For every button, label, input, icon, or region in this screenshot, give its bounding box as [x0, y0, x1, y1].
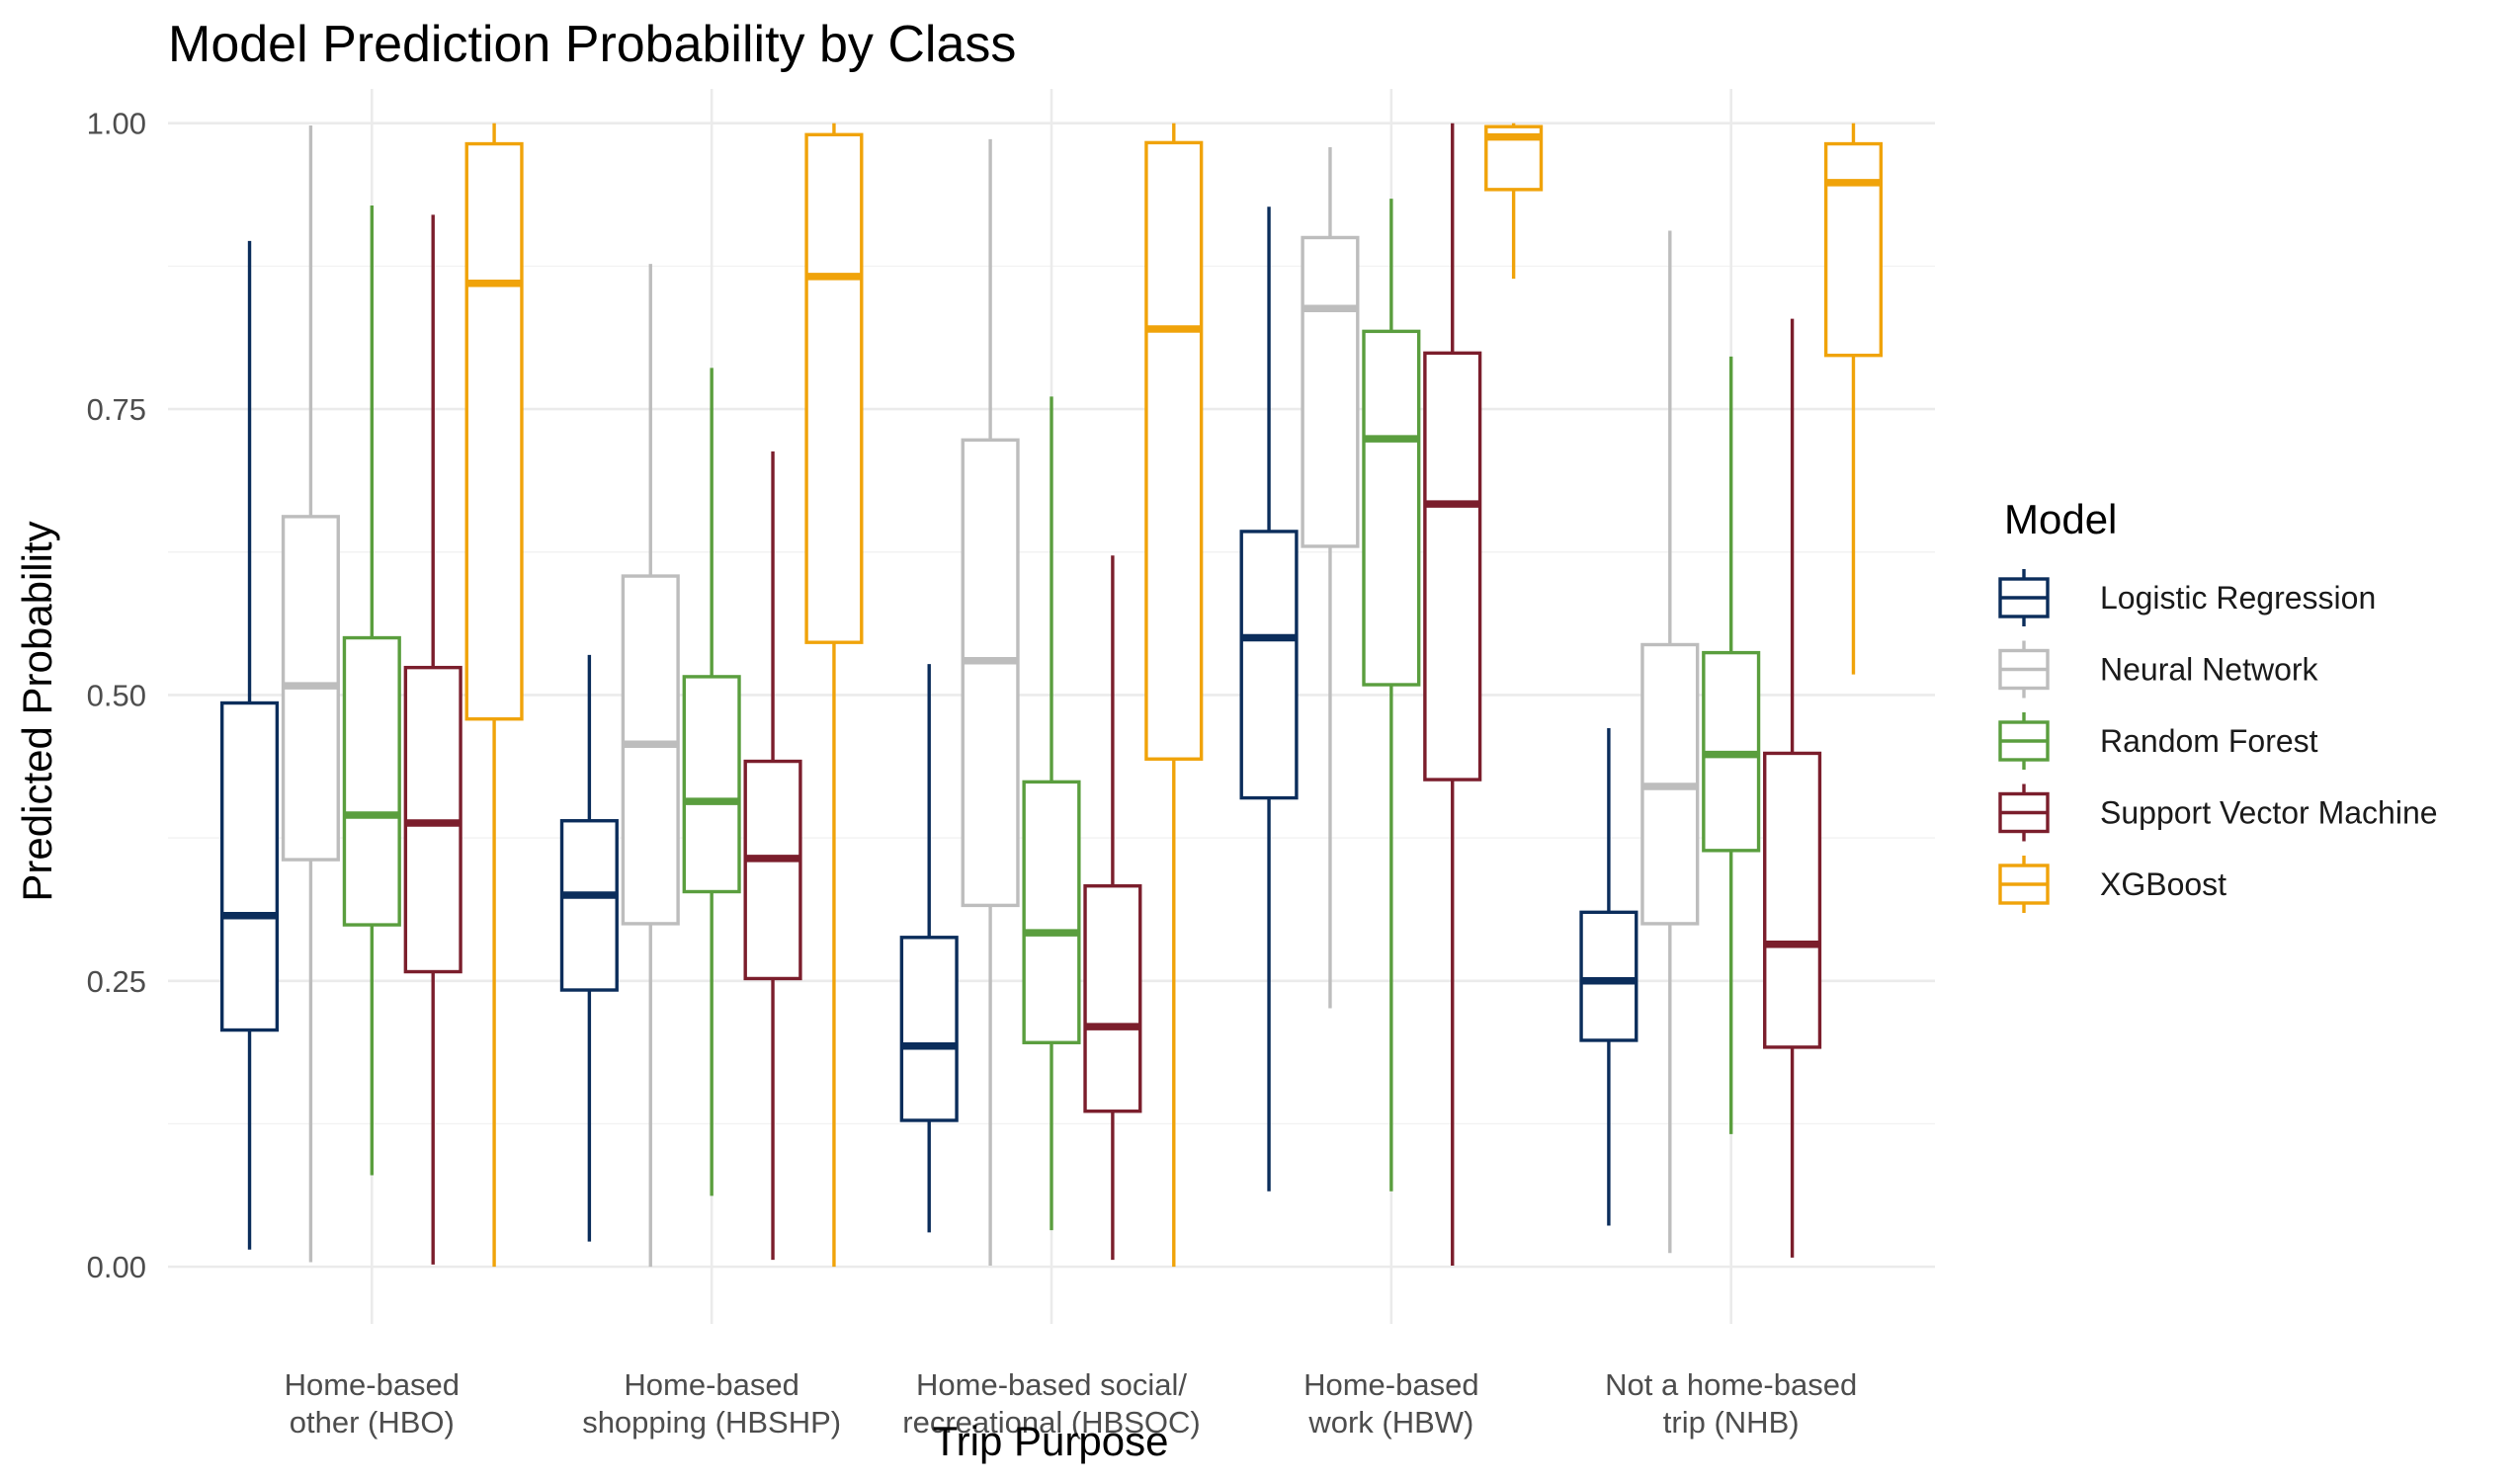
box-iqr — [961, 438, 1020, 908]
box-series — [219, 123, 1884, 1268]
box-iqr — [1083, 884, 1142, 1113]
box-iqr — [464, 141, 524, 721]
box — [281, 125, 340, 1263]
box-iqr — [1763, 751, 1822, 1049]
x-tick-label: Home-based work (HBW) — [1303, 1367, 1478, 1440]
legend-label: Logistic Regression — [2100, 580, 2376, 616]
y-axis-title: Predicted Probability — [14, 521, 60, 901]
y-axis-ticks: 0.00 0.25 0.50 0.75 1.00 — [87, 107, 146, 1284]
series-neural-network — [281, 125, 1700, 1268]
x-tick-label: Home-based social/recreational (HBSOC) — [902, 1367, 1200, 1440]
box-iqr — [1362, 329, 1421, 687]
legend: Model Logistic Regression Neural Network R… — [1998, 496, 2438, 913]
legend-item: Random Forest — [1998, 712, 2318, 770]
legend-item: Logistic Regression — [1998, 569, 2376, 626]
x-tick-line: Not a home-based — [1605, 1367, 1857, 1402]
box — [1640, 230, 1700, 1254]
box-iqr — [1144, 140, 1204, 761]
x-axis-title: Trip Purpose — [933, 1418, 1169, 1464]
legend-items: Logistic Regression Neural Network Random … — [1998, 569, 2438, 913]
box-iqr — [743, 759, 802, 981]
box — [342, 206, 401, 1176]
box — [559, 654, 619, 1242]
box — [219, 240, 280, 1250]
box — [1144, 123, 1204, 1268]
legend-label: XGBoost — [2100, 866, 2226, 902]
box — [1484, 123, 1544, 280]
box — [1423, 123, 1482, 1266]
box — [1301, 147, 1360, 1009]
box — [1083, 555, 1142, 1261]
box-iqr — [899, 936, 959, 1122]
box-iqr — [1022, 780, 1081, 1044]
box — [1239, 206, 1299, 1192]
x-axis-ticks: Home-based other (HBO)Home-based shopping … — [285, 1367, 1858, 1440]
box-iqr — [1579, 910, 1638, 1042]
x-tick-label: Home-based other (HBO) — [285, 1367, 460, 1440]
y-tick-label: 0.25 — [87, 964, 146, 999]
x-tick-label: Not a home-based trip (NHB) — [1605, 1367, 1857, 1440]
box-iqr — [219, 700, 280, 1032]
box-iqr — [1823, 141, 1884, 358]
y-tick-label: 1.00 — [87, 107, 146, 141]
box — [1579, 727, 1638, 1226]
legend-label: Neural Network — [2100, 652, 2319, 688]
box-iqr — [1301, 235, 1360, 548]
chart-title: Model Prediction Probability by Class — [168, 16, 1016, 73]
box — [1823, 123, 1884, 675]
series-random-forest — [342, 199, 1761, 1231]
box — [682, 368, 741, 1196]
box — [743, 451, 802, 1261]
box — [403, 214, 462, 1265]
box-iqr — [804, 132, 864, 644]
box — [1702, 356, 1761, 1134]
x-tick-line: recreational (HBSOC) — [902, 1405, 1200, 1440]
box — [899, 664, 959, 1233]
x-tick-label: Home-based shopping (HBSHP) — [582, 1367, 841, 1440]
box-iqr — [621, 574, 680, 926]
box — [961, 138, 1020, 1266]
legend-title: Model — [2004, 496, 2117, 542]
legend-label: Support Vector Machine — [2100, 795, 2438, 831]
x-tick-line: Home-based — [624, 1367, 798, 1402]
x-tick-line: Home-based — [1303, 1367, 1478, 1402]
box-iqr — [342, 635, 401, 927]
series-logistic-regression — [219, 206, 1638, 1250]
series-xgboost — [464, 123, 1884, 1268]
x-tick-line: Home-based — [285, 1367, 460, 1402]
legend-item: Neural Network — [1998, 640, 2319, 699]
y-tick-label: 0.50 — [87, 678, 146, 712]
box-iqr — [682, 675, 741, 894]
x-tick-line: work (HBW) — [1307, 1405, 1473, 1440]
box — [464, 123, 524, 1268]
x-tick-line: other (HBO) — [290, 1405, 455, 1440]
box-iqr — [1239, 530, 1299, 800]
x-tick-line: shopping (HBSHP) — [582, 1405, 841, 1440]
box-iqr — [1423, 351, 1482, 782]
box — [1763, 318, 1822, 1258]
series-support-vector-machine — [403, 123, 1822, 1266]
box-iqr — [559, 819, 619, 992]
box — [621, 264, 680, 1268]
box — [1022, 396, 1081, 1231]
y-tick-label: 0.75 — [87, 392, 146, 427]
x-tick-line: trip (NHB) — [1663, 1405, 1800, 1440]
legend-item: XGBoost — [1998, 856, 2226, 913]
legend-item: Support Vector Machine — [1998, 783, 2438, 842]
y-tick-label: 0.00 — [87, 1250, 146, 1284]
x-tick-line: Home-based social/ — [916, 1367, 1187, 1402]
box — [804, 123, 864, 1268]
legend-label: Random Forest — [2100, 723, 2318, 759]
box — [1362, 199, 1421, 1192]
